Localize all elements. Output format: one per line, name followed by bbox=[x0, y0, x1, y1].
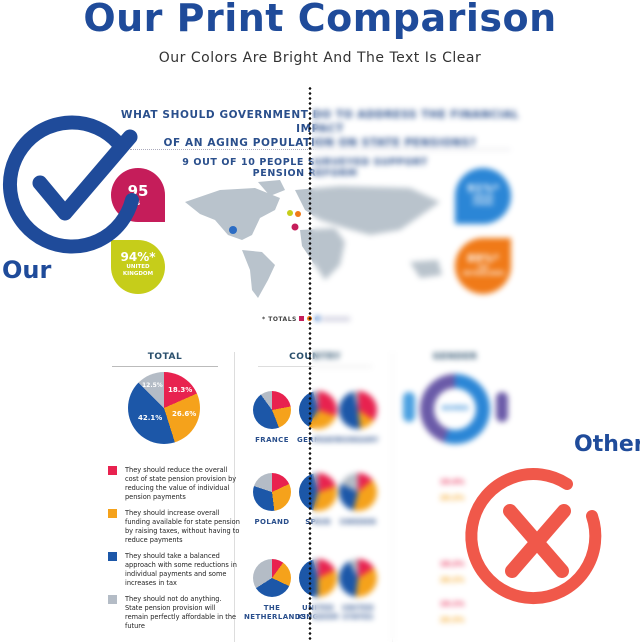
column-divider bbox=[234, 352, 235, 642]
country-label: FRANCE bbox=[255, 436, 289, 444]
divider-line bbox=[112, 366, 218, 367]
legend-swatch bbox=[108, 509, 117, 518]
country-label: POLAND bbox=[254, 518, 290, 526]
country-label: THE NETHERLANDS bbox=[244, 604, 307, 621]
ours-label: Our bbox=[2, 256, 52, 284]
totals-label: * TOTALS bbox=[262, 316, 297, 323]
answer-legend: They should reduce the overall cost of s… bbox=[108, 466, 240, 638]
page-subtitle: Our Colors Are Bright And The Text Is Cl… bbox=[158, 50, 482, 66]
blurred-comparison-region bbox=[312, 88, 542, 642]
legend-text: They should take a balanced approach wit… bbox=[125, 552, 237, 587]
legend-text: They should increase overall funding ava… bbox=[125, 509, 240, 544]
stat-value: 94%* bbox=[120, 250, 156, 264]
legend-item: They should increase overall funding ava… bbox=[108, 509, 240, 552]
pie-label: 26.6% bbox=[172, 410, 197, 418]
legend-item: They should reduce the overall cost of s… bbox=[108, 466, 240, 509]
legend-item: They should not do anything. State pensi… bbox=[108, 595, 240, 638]
country-pie-chart bbox=[253, 559, 291, 597]
total-pie-chart bbox=[128, 372, 200, 444]
pie-label: 18.3% bbox=[168, 386, 193, 394]
stat-label: UNITED KINGDOM bbox=[122, 264, 154, 277]
country-pie-chart bbox=[253, 473, 291, 511]
legend-text: They should not do anything. State pensi… bbox=[125, 595, 237, 630]
infographic-subheading: 9 OUT OF 10 PEOPLE SURVEYED SUPPORT PENS… bbox=[180, 157, 430, 179]
other-label: Other bbox=[574, 432, 640, 457]
legend-text: They should reduce the overall cost of s… bbox=[125, 466, 237, 501]
subheading-line: PENSION REFORM bbox=[252, 168, 358, 179]
check-circle-icon bbox=[2, 115, 139, 254]
x-circle-icon bbox=[465, 468, 602, 605]
pie-label: 12.5% bbox=[142, 382, 163, 389]
legend-swatch bbox=[108, 552, 117, 561]
stat-bubble: 94%* UNITED KINGDOM bbox=[111, 240, 165, 294]
legend-item: They should take a balanced approach wit… bbox=[108, 552, 240, 595]
subheading-line: 9 OUT OF 10 PEOPLE SURVEYED SUPPORT bbox=[182, 157, 428, 168]
country-pie-chart bbox=[253, 391, 291, 429]
pie-label: 42.1% bbox=[138, 414, 163, 422]
section-total-header: TOTAL bbox=[147, 352, 183, 362]
legend-swatch bbox=[108, 466, 117, 475]
page-title: Our Print Comparison bbox=[83, 0, 557, 40]
comparison-divider bbox=[308, 86, 312, 642]
legend-swatch bbox=[108, 595, 117, 604]
legend-swatch bbox=[299, 316, 305, 321]
